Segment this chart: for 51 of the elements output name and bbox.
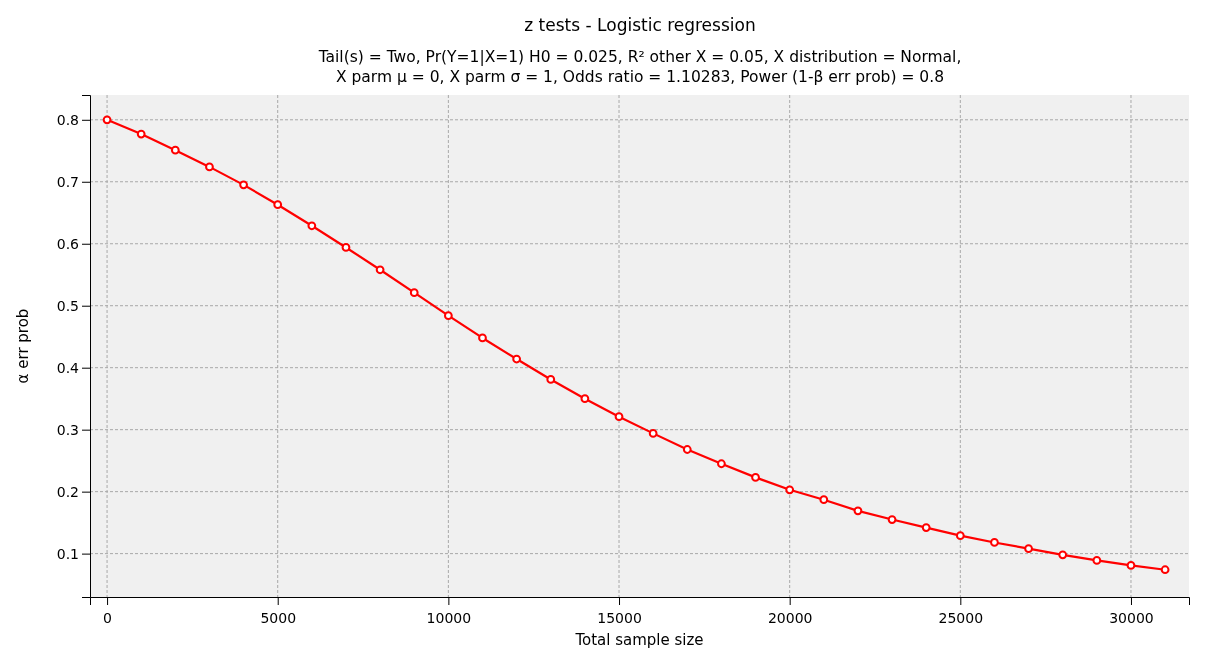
point xyxy=(375,265,385,275)
y-tick-label: 0.2 xyxy=(56,483,79,500)
point xyxy=(682,445,692,454)
x-tick-label: 0 xyxy=(103,610,113,627)
y-tick-label: 0.1 xyxy=(56,545,79,562)
point xyxy=(478,333,487,343)
point xyxy=(751,473,760,482)
point xyxy=(614,412,624,422)
y-tick-label: 0.3 xyxy=(56,421,79,438)
x-axis-title: Total sample size xyxy=(574,631,704,649)
point xyxy=(136,129,146,139)
point xyxy=(1126,561,1136,570)
y-tick-label: 0.7 xyxy=(56,173,79,190)
point xyxy=(546,375,556,384)
point xyxy=(990,538,999,547)
x-tick-label: 20000 xyxy=(767,610,813,627)
point xyxy=(717,459,726,469)
y-axis-title: α err prob xyxy=(14,308,32,384)
point xyxy=(1160,565,1170,575)
point xyxy=(341,243,351,252)
point xyxy=(205,162,214,172)
point xyxy=(512,354,522,364)
point xyxy=(307,221,317,231)
y-tick-label: 0.4 xyxy=(56,359,80,376)
y-tick-label: 0.5 xyxy=(56,297,79,314)
point xyxy=(921,523,931,532)
point xyxy=(1024,544,1033,554)
point xyxy=(853,506,863,516)
point xyxy=(239,180,248,190)
x-tick-label: 15000 xyxy=(597,610,642,627)
x-tick-label: 5000 xyxy=(260,610,297,627)
y-tick-label: 0.8 xyxy=(56,111,79,128)
point xyxy=(648,429,658,438)
x-tick-label: 30000 xyxy=(1109,610,1154,627)
point xyxy=(785,485,795,495)
point xyxy=(955,531,965,541)
point xyxy=(443,311,453,321)
point xyxy=(819,495,829,505)
point xyxy=(409,288,419,298)
point xyxy=(170,145,180,155)
point xyxy=(273,200,283,210)
chart-subtitle: Tail(s) = Two, Pr(Y=1|X=1) H0 = 0.025, R² other X = 0.05, X distribution = Normal, X parm μ = 0, X parm σ = 1, Odds ratio = 1.10283, Power (1-β err prob) = 0.8 xyxy=(317,48,962,86)
x-tick-label: 10000 xyxy=(426,610,472,627)
point xyxy=(887,515,897,524)
point xyxy=(1058,550,1068,560)
chart-title: z tests - Logistic regression xyxy=(524,15,756,35)
point xyxy=(580,394,590,404)
point xyxy=(102,115,112,125)
x-tick-label: 25000 xyxy=(938,610,984,627)
point xyxy=(1092,556,1102,565)
y-tick-label: 0.6 xyxy=(56,235,80,252)
